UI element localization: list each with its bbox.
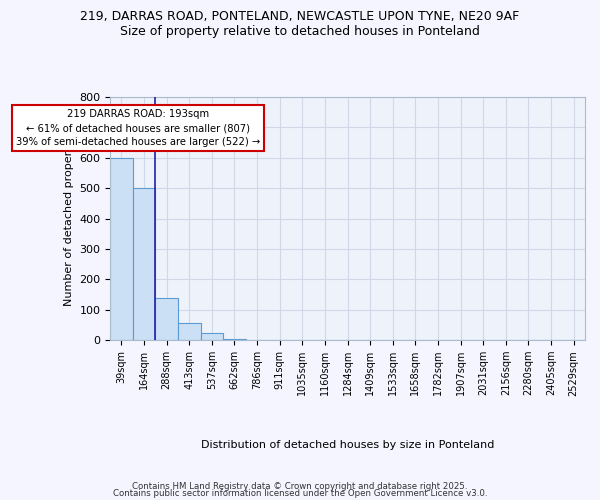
- Text: 219 DARRAS ROAD: 193sqm
← 61% of detached houses are smaller (807)
39% of semi-d: 219 DARRAS ROAD: 193sqm ← 61% of detache…: [16, 109, 260, 147]
- Y-axis label: Number of detached properties: Number of detached properties: [64, 131, 74, 306]
- Bar: [200, 332, 223, 340]
- Bar: [178, 323, 200, 340]
- Text: Contains HM Land Registry data © Crown copyright and database right 2025.: Contains HM Land Registry data © Crown c…: [132, 482, 468, 491]
- Bar: [133, 188, 155, 340]
- Text: Contains public sector information licensed under the Open Government Licence v3: Contains public sector information licen…: [113, 490, 487, 498]
- Bar: [223, 338, 246, 340]
- X-axis label: Distribution of detached houses by size in Ponteland: Distribution of detached houses by size …: [201, 440, 494, 450]
- Bar: [155, 298, 178, 340]
- Text: 219, DARRAS ROAD, PONTELAND, NEWCASTLE UPON TYNE, NE20 9AF
Size of property rela: 219, DARRAS ROAD, PONTELAND, NEWCASTLE U…: [80, 10, 520, 38]
- Bar: [110, 158, 133, 340]
